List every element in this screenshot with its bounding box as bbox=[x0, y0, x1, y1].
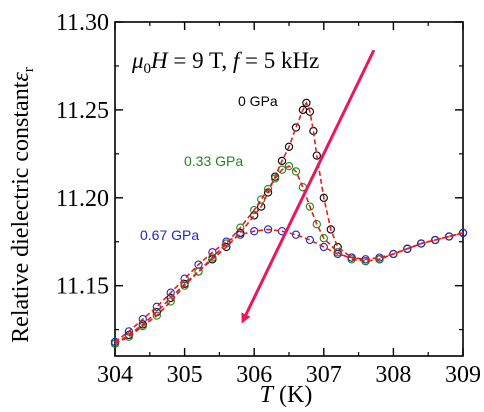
y-ticks: 11.15 11.20 11.25 11.30 bbox=[56, 10, 463, 331]
data-point bbox=[417, 239, 426, 248]
conditions-eq-field: = 9 T, bbox=[168, 48, 233, 73]
label-0-67-gpa: 0.67 GPa bbox=[140, 227, 199, 243]
data-point bbox=[403, 244, 412, 253]
x-tick-label: 308 bbox=[375, 362, 411, 388]
data-point bbox=[305, 235, 315, 245]
x-ticks: 304 305 306 307 308 309 bbox=[97, 22, 481, 388]
y-axis-title-subscript: r bbox=[21, 67, 37, 72]
x-axis-title: T (K) bbox=[260, 382, 313, 408]
data-point bbox=[208, 253, 217, 262]
y-axis-title-symbol: ε bbox=[8, 72, 34, 82]
data-point bbox=[312, 220, 321, 229]
conditions-mu: μ bbox=[131, 48, 144, 73]
data-point bbox=[166, 288, 175, 297]
x-tick-label: 306 bbox=[236, 362, 272, 388]
y-axis-title: Relative dielectric constantεr bbox=[8, 67, 37, 343]
data-point bbox=[319, 193, 328, 202]
y-tick-label: 11.25 bbox=[56, 98, 109, 124]
data-point bbox=[152, 302, 161, 311]
svg-text:Relative dielectric constantεr: Relative dielectric constantεr bbox=[8, 67, 37, 343]
data-point bbox=[302, 98, 311, 108]
label-0-gpa: 0 GPa bbox=[238, 93, 278, 109]
x-tick-label: 304 bbox=[97, 362, 133, 388]
data-point bbox=[458, 228, 468, 238]
x-tick-label: 309 bbox=[445, 362, 481, 388]
data-point bbox=[263, 225, 273, 234]
data-point bbox=[208, 248, 217, 257]
plot-frame bbox=[114, 21, 464, 357]
series-1 bbox=[110, 161, 468, 348]
trend-arrow bbox=[241, 49, 376, 324]
data-point bbox=[138, 314, 147, 324]
data-point bbox=[431, 235, 440, 245]
conditions-mu-sub: 0 bbox=[144, 61, 152, 77]
conditions-eq-freq: = 5 kHz bbox=[239, 48, 319, 73]
conditions-f: f bbox=[233, 48, 243, 73]
data-point bbox=[305, 202, 315, 211]
x-axis-title-unit: (K) bbox=[273, 382, 312, 408]
y-axis-title-text: Relative dielectric constant bbox=[8, 81, 34, 343]
data-point bbox=[236, 230, 245, 239]
data-point bbox=[222, 237, 231, 246]
data-point bbox=[444, 232, 454, 241]
data-point bbox=[319, 234, 328, 243]
x-axis-title-var: T bbox=[260, 382, 275, 408]
data-point bbox=[291, 167, 301, 176]
data-point bbox=[389, 249, 398, 259]
data-point bbox=[305, 107, 315, 116]
conditions-H: H bbox=[150, 48, 169, 73]
data-point bbox=[277, 156, 287, 166]
fit-line-1 bbox=[114, 165, 464, 345]
fit-line-2 bbox=[114, 228, 464, 343]
x-tick-label: 305 bbox=[167, 362, 203, 388]
series-2 bbox=[110, 225, 468, 347]
y-tick-label: 11.20 bbox=[56, 186, 109, 212]
data-point bbox=[284, 161, 294, 171]
data-point bbox=[194, 260, 203, 269]
y-tick-label: 11.30 bbox=[56, 10, 109, 36]
y-tick-label: 11.15 bbox=[56, 274, 109, 300]
label-0-33-gpa: 0.33 GPa bbox=[184, 153, 243, 169]
data-point bbox=[291, 230, 301, 239]
data-point bbox=[284, 142, 294, 151]
data-point bbox=[319, 242, 328, 252]
data-point bbox=[250, 227, 259, 236]
conditions-label: μ0H = 9 T, f = 5 kHz bbox=[131, 48, 319, 77]
fit-layer bbox=[114, 100, 464, 345]
x-tick-label: 307 bbox=[306, 362, 342, 388]
data-point bbox=[180, 274, 189, 283]
data-point bbox=[291, 123, 301, 132]
